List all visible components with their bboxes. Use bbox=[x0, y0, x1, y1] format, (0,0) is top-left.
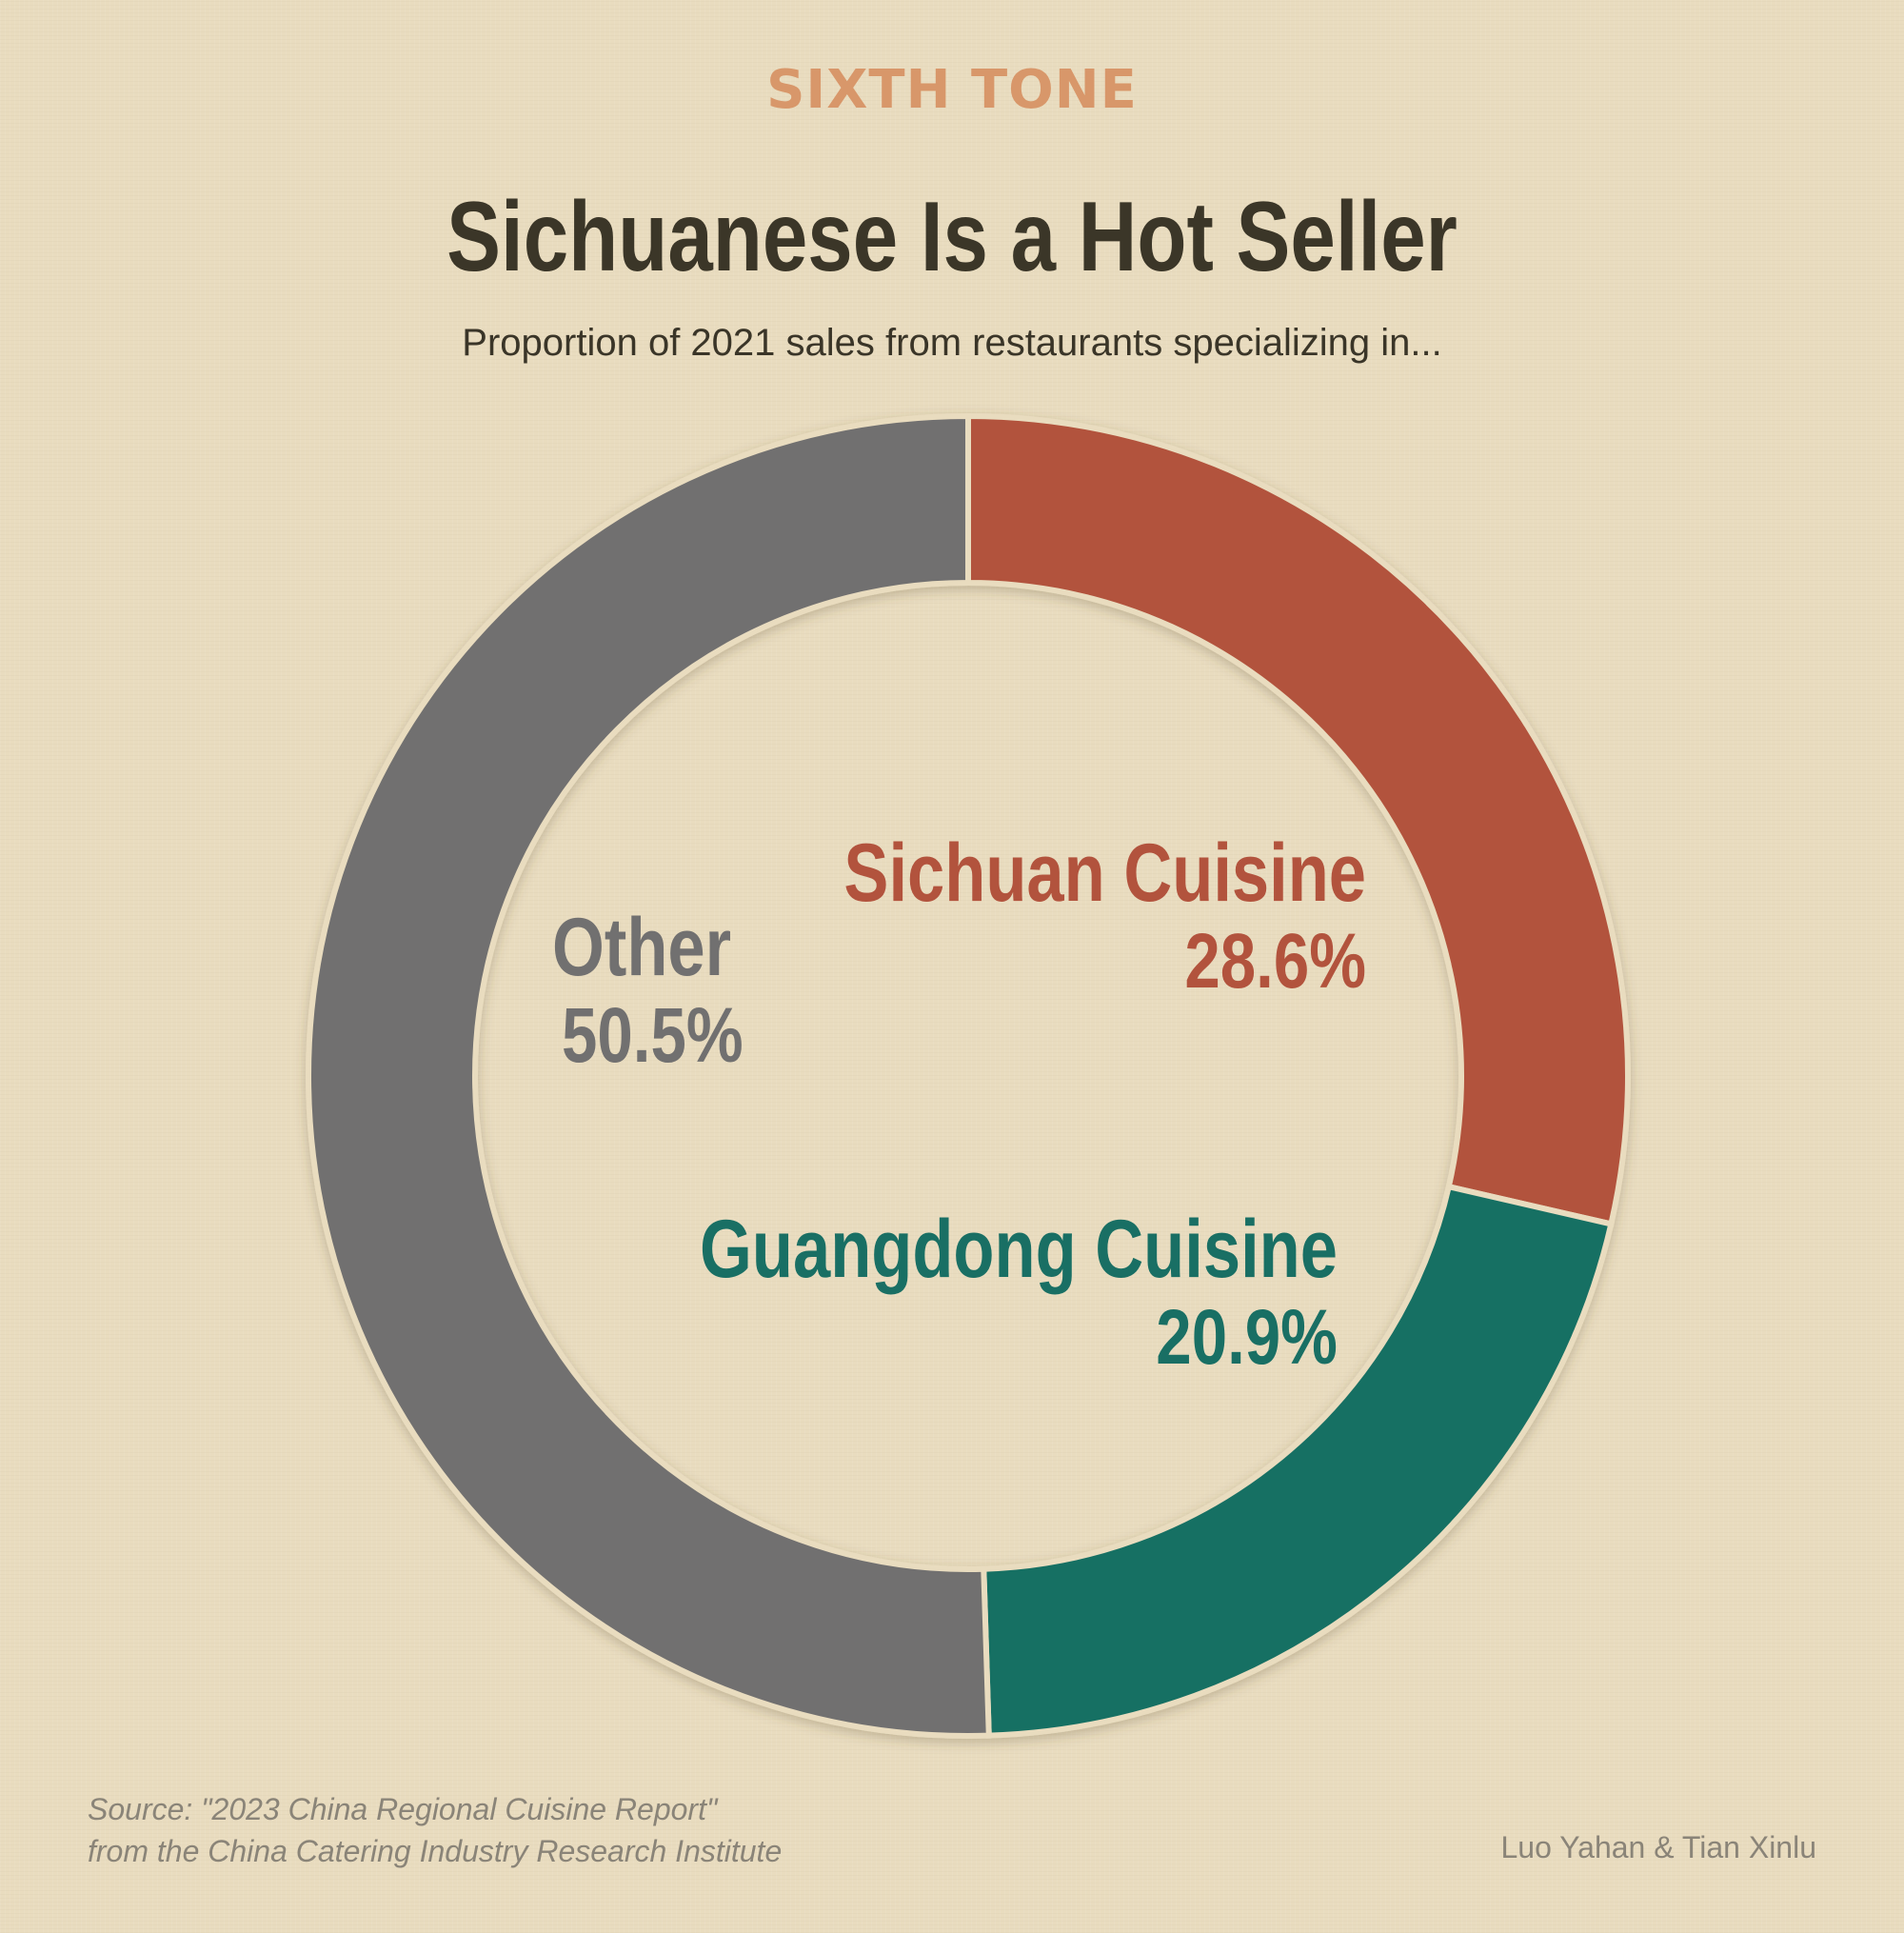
author-credit: Luo Yahan & Tian Xinlu bbox=[1500, 1830, 1816, 1864]
slice-name-guangdong: Guangdong Cuisine bbox=[700, 1204, 1338, 1295]
label-guangdong-cuisine: Guangdong Cuisine 20.9% bbox=[560, 1205, 1338, 1381]
slice-other bbox=[306, 412, 992, 1739]
slice-guangdong-cuisine bbox=[981, 1183, 1615, 1739]
slice-name-sichuan: Sichuan Cuisine bbox=[843, 827, 1366, 919]
source-note: Source: "2023 China Regional Cuisine Rep… bbox=[88, 1788, 782, 1872]
slice-value-sichuan: 28.6% bbox=[1184, 917, 1366, 1005]
chart-subtitle: Proportion of 2021 sales from restaurant… bbox=[462, 322, 1442, 364]
slice-sichuan-cuisine bbox=[965, 412, 1631, 1228]
chart-title: Sichuanese Is a Hot Seller bbox=[446, 182, 1458, 292]
source-line-2: from the China Catering Industry Researc… bbox=[88, 1834, 783, 1868]
slice-name-other: Other bbox=[552, 902, 732, 993]
brand-logo: SIXTH TONE bbox=[766, 59, 1138, 121]
slice-value-guangdong: 20.9% bbox=[1156, 1293, 1338, 1381]
label-other: Other 50.5% bbox=[552, 903, 783, 1079]
source-line-1: Source: "2023 China Regional Cuisine Rep… bbox=[88, 1792, 718, 1826]
slice-value-other: 50.5% bbox=[562, 991, 744, 1079]
label-sichuan-cuisine: Sichuan Cuisine 28.6% bbox=[729, 828, 1366, 1005]
